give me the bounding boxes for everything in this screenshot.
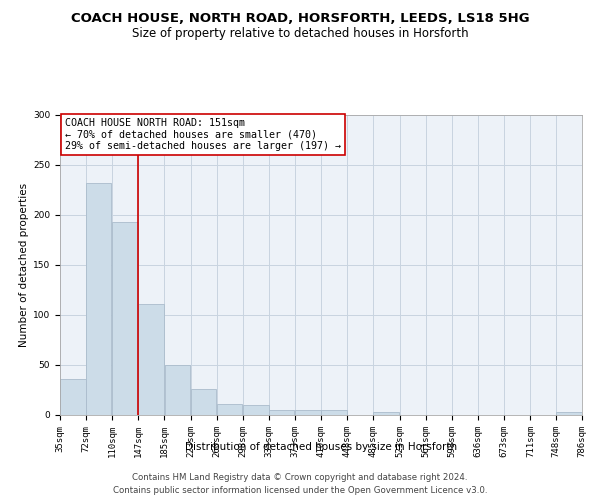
Text: Contains public sector information licensed under the Open Government Licence v3: Contains public sector information licen… xyxy=(113,486,487,495)
Bar xyxy=(243,405,269,415)
Text: Distribution of detached houses by size in Horsforth: Distribution of detached houses by size … xyxy=(185,442,457,452)
Text: COACH HOUSE, NORTH ROAD, HORSFORTH, LEEDS, LS18 5HG: COACH HOUSE, NORTH ROAD, HORSFORTH, LEED… xyxy=(71,12,529,26)
Bar xyxy=(86,183,112,415)
Bar xyxy=(60,379,86,415)
Bar xyxy=(295,410,321,415)
Bar xyxy=(373,412,399,415)
Bar xyxy=(556,412,582,415)
Bar xyxy=(269,410,295,415)
Bar xyxy=(138,304,164,415)
Y-axis label: Number of detached properties: Number of detached properties xyxy=(19,183,29,347)
Bar xyxy=(112,222,138,415)
Text: Contains HM Land Registry data © Crown copyright and database right 2024.: Contains HM Land Registry data © Crown c… xyxy=(132,472,468,482)
Bar xyxy=(217,404,242,415)
Bar xyxy=(321,410,347,415)
Bar xyxy=(191,389,217,415)
Text: Size of property relative to detached houses in Horsforth: Size of property relative to detached ho… xyxy=(131,28,469,40)
Bar xyxy=(164,365,190,415)
Text: COACH HOUSE NORTH ROAD: 151sqm
← 70% of detached houses are smaller (470)
29% of: COACH HOUSE NORTH ROAD: 151sqm ← 70% of … xyxy=(65,118,341,151)
